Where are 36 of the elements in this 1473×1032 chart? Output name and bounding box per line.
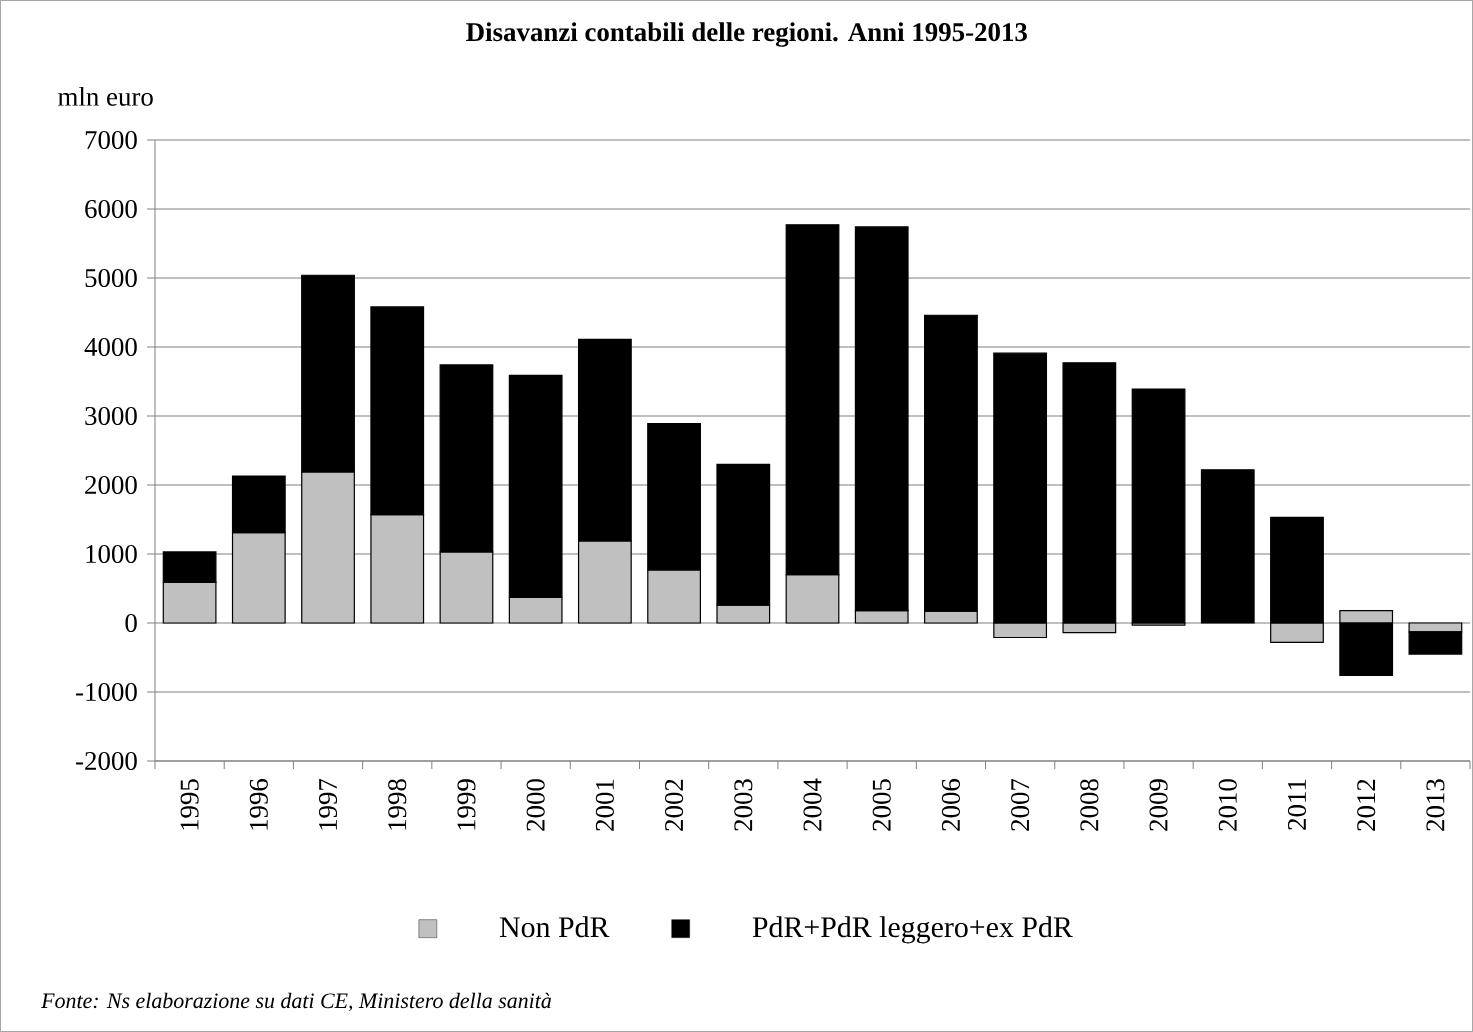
chart-title: Disavanzi contabili delle regioni. Anni 1995-2013 — [466, 22, 1027, 47]
source-note: Fonte: Ns elaborazione su dati CE, Ministero della sanità — [41, 992, 551, 1012]
x-tick-label: 1999 — [457, 779, 476, 830]
x-tick-label: 2001 — [595, 779, 614, 831]
x-tick-label: 2004 — [803, 778, 822, 831]
x-tick-label: 2003 — [734, 779, 753, 831]
x-tick-label: 2006 — [941, 778, 961, 831]
x-tick-label: 2005 — [872, 779, 891, 831]
x-tick-label: 2008 — [1080, 779, 1099, 831]
y-tick-label: 3000 — [85, 406, 137, 426]
x-tick-label: 2009 — [1149, 779, 1168, 831]
legend-label: PdR+PdR leggero+ex PdR — [752, 916, 1073, 944]
x-tick-label: 2007 — [1011, 778, 1030, 831]
bar — [1200, 469, 1255, 624]
y-tick-label: 5000 — [85, 268, 137, 288]
y-tick-label: -1000 — [76, 682, 137, 702]
x-tick-label: 1997 — [318, 778, 338, 830]
x-tick-label: 2012 — [1357, 779, 1376, 831]
y-tick-label: 1000 — [86, 544, 137, 564]
bar — [1131, 388, 1186, 624]
x-tick-label: 2000 — [526, 779, 545, 831]
y-tick-label: 2000 — [85, 475, 137, 495]
x-tick-label: 1998 — [388, 779, 407, 830]
y-tick-label: 6000 — [85, 199, 137, 219]
y-tick-label: -2000 — [76, 751, 137, 771]
y-tick-label: 0 — [125, 613, 137, 633]
x-tick-label: 2013 — [1426, 779, 1445, 831]
x-tick-label: 2011 — [1287, 779, 1307, 830]
y-tick-label: 4000 — [84, 337, 137, 357]
x-tick-label: 1996 — [249, 778, 268, 830]
x-tick-label: 2010 — [1218, 779, 1237, 831]
y-axis-title: mln euro — [58, 86, 153, 106]
legend-label: Non PdR — [499, 916, 610, 938]
x-tick-label: 1995 — [180, 779, 199, 830]
y-tick-label: 7000 — [85, 130, 137, 150]
x-tick-label: 2002 — [665, 779, 684, 831]
